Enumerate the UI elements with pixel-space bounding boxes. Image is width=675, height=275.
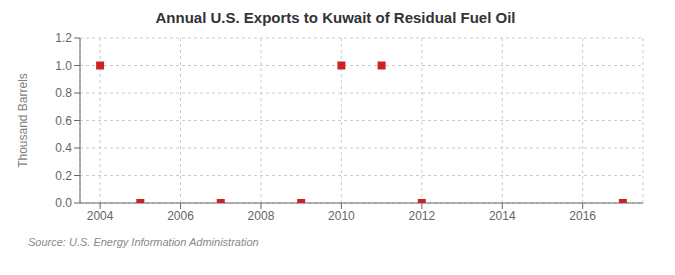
svg-text:2012: 2012 (408, 209, 435, 223)
svg-text:0.8: 0.8 (55, 86, 72, 100)
html-text:Source: U.S. Energy Informatio: Source: U.S. Energy Information Administ… (28, 236, 259, 248)
svg-text:Thousand Barrels: Thousand Barrels (16, 73, 30, 168)
svg-text:2006: 2006 (167, 209, 194, 223)
svg-text:2008: 2008 (248, 209, 275, 223)
svg-text:1.0: 1.0 (55, 59, 72, 73)
svg-text:1.2: 1.2 (55, 31, 72, 45)
svg-text:0.4: 0.4 (55, 141, 72, 155)
svg-text:2016: 2016 (569, 209, 596, 223)
svg-text:2014: 2014 (489, 209, 516, 223)
svg-text:0.0: 0.0 (55, 196, 72, 210)
html-text:Annual U.S. Exports to Kuwait: Annual U.S. Exports to Kuwait of Residua… (155, 9, 516, 26)
svg-text:0.2: 0.2 (55, 169, 72, 183)
svg-text:0.6: 0.6 (55, 114, 72, 128)
svg-text:2004: 2004 (87, 209, 114, 223)
svg-text:2010: 2010 (328, 209, 355, 223)
